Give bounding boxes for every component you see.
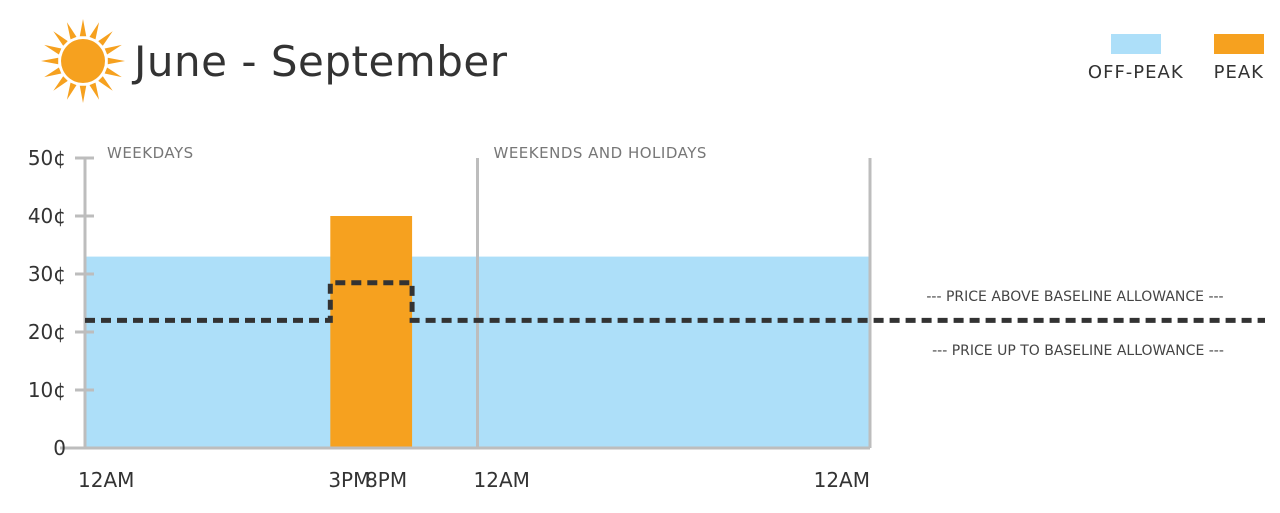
x-tick-label: 12AM — [814, 468, 870, 492]
y-tick-label: 10¢ — [28, 378, 66, 402]
sun-ray — [107, 57, 125, 65]
legend-item-offpeak: OFF-PEAK — [1088, 34, 1184, 83]
sun-ray — [44, 44, 62, 55]
sun-ray — [98, 31, 113, 46]
sun-ray — [98, 76, 113, 91]
sun-ray — [89, 22, 100, 40]
sun-ray — [79, 19, 87, 37]
section-label: WEEKDAYS — [107, 144, 194, 162]
sun-ray — [66, 22, 77, 40]
sun-ray — [44, 67, 62, 78]
y-tick-label: 40¢ — [28, 204, 66, 228]
legend: OFF-PEAK PEAK — [1088, 34, 1264, 83]
baseline-allowance-line — [85, 280, 1265, 323]
sun-ray — [79, 85, 87, 103]
y-tick-label: 30¢ — [28, 262, 66, 286]
annotation-above-baseline: --- PRICE ABOVE BASELINE ALLOWANCE --- — [926, 289, 1223, 305]
peak-bar — [330, 216, 413, 448]
y-tick-label: 20¢ — [28, 320, 66, 344]
legend-item-peak: PEAK — [1214, 34, 1264, 83]
chart-header: June - September — [40, 16, 507, 106]
legend-label-peak: PEAK — [1213, 62, 1264, 83]
legend-swatch-peak — [1213, 34, 1264, 54]
sun-ray — [53, 76, 68, 91]
x-tick-label: 3PM — [328, 468, 370, 492]
x-tick-label: 12AM — [78, 468, 134, 492]
sun-ray — [53, 31, 68, 46]
sun-ray — [66, 82, 77, 100]
y-tick-label: 50¢ — [28, 146, 66, 170]
sun-ray — [104, 67, 122, 78]
section-label: WEEKENDS AND HOLIDAYS — [494, 144, 707, 162]
sun-ray — [89, 82, 100, 100]
legend-swatch-offpeak — [1110, 34, 1161, 54]
sun-ray — [41, 57, 59, 65]
x-tick-label: 8PM — [365, 468, 407, 492]
chart-title: June - September — [134, 36, 508, 86]
sun-ray — [104, 44, 122, 55]
x-tick-label: 12AM — [474, 468, 530, 492]
legend-label-offpeak: OFF-PEAK — [1087, 62, 1184, 83]
y-tick-label: 0 — [53, 436, 66, 460]
annotation-up-to-baseline: --- PRICE UP TO BASELINE ALLOWANCE --- — [932, 343, 1224, 359]
sun-icon — [41, 19, 125, 103]
